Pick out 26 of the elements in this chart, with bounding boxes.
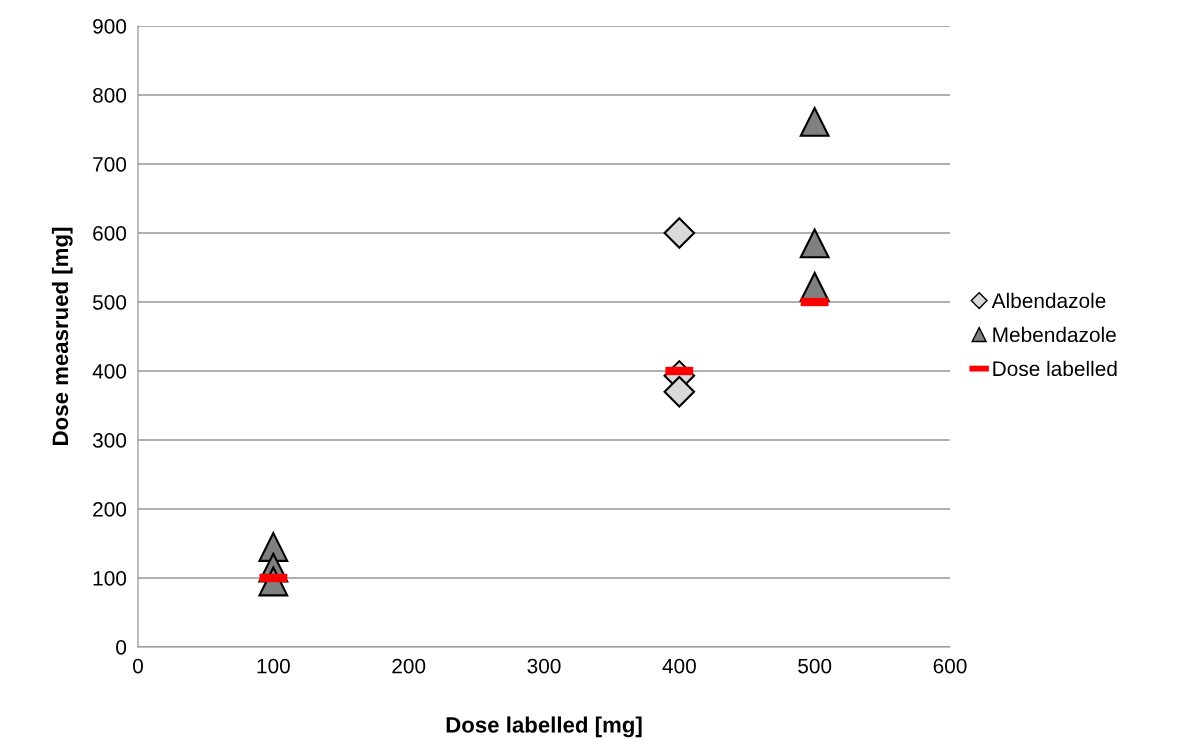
y-tick-label: 700 bbox=[93, 157, 127, 172]
y-tick-label: 600 bbox=[93, 226, 127, 241]
x-tick-label: 600 bbox=[933, 658, 967, 674]
x-tick-label: 300 bbox=[527, 658, 561, 674]
y-tick-label: 200 bbox=[93, 502, 127, 517]
x-tick-label: 0 bbox=[133, 658, 143, 674]
x-tick-label: 400 bbox=[662, 658, 696, 674]
point bbox=[799, 228, 830, 259]
x-tick-label: 200 bbox=[392, 658, 426, 674]
x-tick-label: 100 bbox=[257, 658, 290, 674]
legend-label: Dose labelled bbox=[993, 360, 1117, 377]
y-tick-label: 900 bbox=[93, 19, 127, 34]
y-tick-label: 500 bbox=[92, 295, 127, 310]
x-axis-title: Dose labelled [mg] bbox=[446, 716, 642, 738]
point bbox=[663, 217, 696, 249]
legend-label: Mebendazole bbox=[993, 326, 1116, 343]
y-tick-label: 100 bbox=[93, 571, 127, 586]
point bbox=[663, 375, 696, 408]
y-tick-label: 800 bbox=[93, 88, 127, 103]
y-tick-label: 400 bbox=[92, 364, 127, 379]
y-axis-title: Dose measrued [mg] bbox=[51, 227, 73, 445]
x-tick-label: 500 bbox=[798, 658, 832, 674]
point bbox=[799, 106, 830, 137]
y-tick-label: 300 bbox=[92, 433, 127, 448]
legend-label: Albendazole bbox=[991, 292, 1106, 309]
y-tick-label: 0 bbox=[116, 640, 127, 655]
